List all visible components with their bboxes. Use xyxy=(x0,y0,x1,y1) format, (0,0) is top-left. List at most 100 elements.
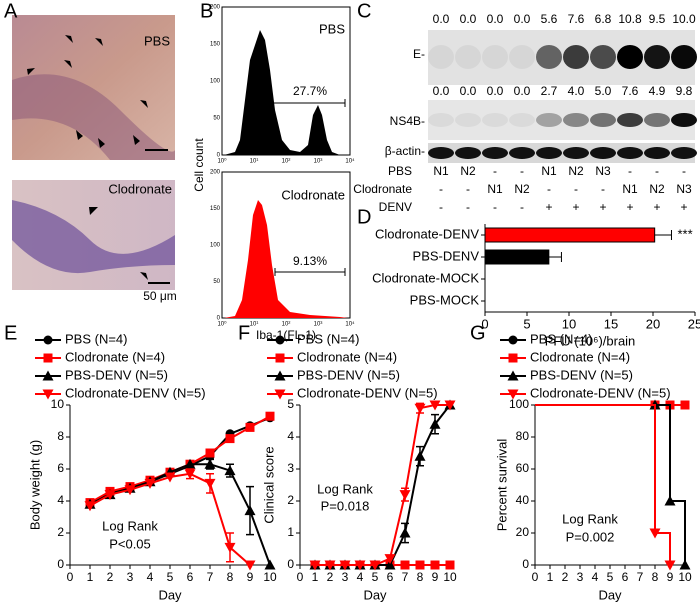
condition-cell: N1 xyxy=(622,182,638,196)
band-value: 0.0 xyxy=(460,84,477,98)
y-tick-label: 6 xyxy=(57,461,64,475)
legend-label: Clodronate (N=4) xyxy=(297,349,397,364)
x-tick-label: 9 xyxy=(247,570,254,584)
marker xyxy=(184,469,196,480)
y-tick-label: 4 xyxy=(57,493,64,507)
band xyxy=(482,147,508,159)
condition-cell: - xyxy=(466,182,470,196)
condition-cell: + xyxy=(599,200,606,214)
image-label: Clodronate xyxy=(108,181,172,196)
flow-histogram xyxy=(221,6,351,319)
x-tick-label: 4 xyxy=(357,570,364,584)
band xyxy=(590,113,616,127)
marker xyxy=(507,370,519,381)
y-tick-label: 5 xyxy=(287,397,294,411)
marker xyxy=(224,542,236,553)
condition-cell: + xyxy=(680,200,687,214)
condition-cell: N3 xyxy=(676,182,692,196)
row-label: NS4B- xyxy=(390,114,425,128)
bar xyxy=(484,227,656,243)
marker xyxy=(429,400,441,411)
legend-label: PBS (N=4) xyxy=(65,331,128,346)
x-tick-label: 4 xyxy=(592,570,599,584)
x-tick-label: 10⁰ xyxy=(217,158,227,165)
x-tick-label: 7 xyxy=(207,570,214,584)
band xyxy=(536,45,562,69)
marker xyxy=(124,485,136,496)
condition-cell: + xyxy=(653,200,660,214)
band-value: 7.6 xyxy=(622,84,639,98)
x-tick-label: 9 xyxy=(432,570,439,584)
y-tick-label: 100 xyxy=(509,397,529,411)
band xyxy=(509,45,535,69)
axis-title: PFU (10⁶)/brain xyxy=(545,333,636,348)
x-tick-label: 10 xyxy=(263,570,277,584)
category-label: Clodronate-MOCK xyxy=(372,270,479,285)
marker xyxy=(43,353,53,363)
x-tick-label: 6 xyxy=(622,570,629,584)
x-tick-label: 10 xyxy=(443,570,457,584)
condition-cell: + xyxy=(572,200,579,214)
y-tick-label: 50 xyxy=(213,279,220,285)
band xyxy=(671,113,697,127)
condition-cell: N3 xyxy=(595,164,611,178)
condition-cell: N2 xyxy=(460,164,476,178)
band-value: 5.6 xyxy=(541,12,558,26)
band xyxy=(536,113,562,127)
series-line xyxy=(315,404,450,566)
axis-title: Day xyxy=(158,587,182,602)
x-tick-label: 7 xyxy=(402,570,409,584)
marker xyxy=(664,495,676,506)
x-tick-label: 6 xyxy=(187,570,194,584)
band xyxy=(617,45,643,69)
marker xyxy=(508,353,518,363)
legend-label: Clodronate (N=4) xyxy=(530,349,630,364)
marker xyxy=(400,560,410,570)
panel-letter: F xyxy=(238,322,250,344)
band-value: 7.6 xyxy=(568,12,585,26)
marker xyxy=(679,559,691,570)
error-bar xyxy=(654,230,672,240)
x-tick-label: 10⁰ xyxy=(217,321,227,328)
x-tick-label: 2 xyxy=(327,570,334,584)
annotation: *** xyxy=(677,226,692,241)
condition-cell: - xyxy=(493,200,497,214)
x-tick-label: 0 xyxy=(481,316,488,331)
condition-cell: + xyxy=(626,200,633,214)
band-value: 5.0 xyxy=(595,84,612,98)
marker xyxy=(224,465,236,476)
band xyxy=(428,45,454,69)
condition-cell: - xyxy=(439,200,443,214)
condition-cell: - xyxy=(628,164,632,178)
x-tick-label: 20 xyxy=(646,316,660,331)
x-tick-label: 10² xyxy=(282,159,291,165)
x-tick-label: 1 xyxy=(87,570,94,584)
marker xyxy=(42,370,54,381)
x-tick-label: 0 xyxy=(297,570,304,584)
marker xyxy=(415,560,425,570)
x-tick-label: 10¹ xyxy=(250,159,259,165)
band-value: 2.7 xyxy=(541,84,558,98)
axis-title: Body weight (g) xyxy=(27,440,42,530)
marker xyxy=(414,403,426,414)
row-label: β-actin- xyxy=(385,144,425,158)
histogram-label: Clodronate xyxy=(281,187,345,202)
condition-label: Clodronate xyxy=(353,182,412,196)
x-tick-label: 7 xyxy=(637,570,644,584)
condition-cell: + xyxy=(545,200,552,214)
band xyxy=(482,45,508,69)
marker xyxy=(204,458,216,469)
band xyxy=(563,147,589,159)
band xyxy=(617,147,643,159)
y-tick-label: 4 xyxy=(287,429,294,443)
marker xyxy=(245,422,255,432)
x-tick-label: 10¹ xyxy=(250,322,259,328)
band-value: 0.0 xyxy=(487,84,504,98)
band-value: 6.8 xyxy=(595,12,612,26)
panel-letter: G xyxy=(470,322,486,344)
marker xyxy=(354,560,366,571)
x-tick-label: 3 xyxy=(342,570,349,584)
condition-cell: - xyxy=(466,200,470,214)
condition-label: DENV xyxy=(379,200,412,214)
